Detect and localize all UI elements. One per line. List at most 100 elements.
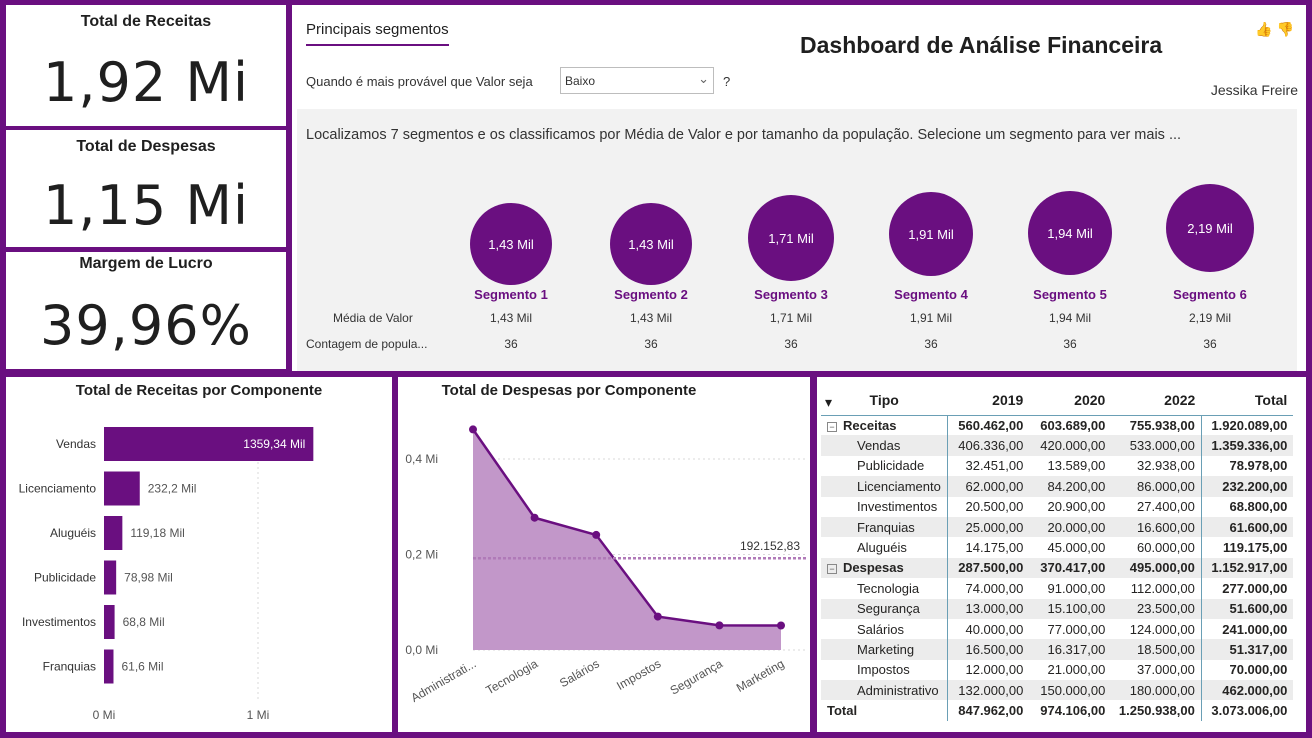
- segment-bubble[interactable]: 1,94 Mil: [1028, 191, 1112, 275]
- kpi-margin-value: 39,96%: [40, 294, 252, 357]
- matrix-cell: 62.000,00: [947, 476, 1030, 497]
- segment-name[interactable]: Segmento 4: [894, 287, 968, 302]
- table-row[interactable]: Salários 40.000,00 77.000,00 124.000,00 241.…: [821, 618, 1293, 640]
- matrix-cell: 77.000,00: [1047, 621, 1106, 637]
- matrix-cell: 40.000,00: [965, 621, 1024, 637]
- row-label: Despesas: [843, 560, 904, 576]
- question-mark: ?: [723, 74, 731, 89]
- row-label-cell: Segurança: [821, 598, 948, 619]
- tab-principais-segmentos[interactable]: Principais segmentos: [306, 21, 449, 46]
- expense-point[interactable]: [715, 621, 724, 630]
- segment-name[interactable]: Segmento 6: [1173, 287, 1247, 302]
- table-row[interactable]: Marketing 16.500,00 16.317,00 18.500,00 51.3…: [821, 639, 1294, 660]
- row-label: Receitas: [843, 417, 897, 433]
- segment-name[interactable]: Segmento 2: [614, 287, 688, 302]
- expense-point[interactable]: [653, 612, 662, 621]
- segment-bubble[interactable]: 1,43 Mil: [610, 203, 692, 285]
- thumbs-down-icon[interactable]: 👎: [1276, 21, 1298, 37]
- bar-category-label: Licenciamento: [19, 482, 97, 496]
- expense-point[interactable]: [777, 621, 785, 630]
- segment-bubble[interactable]: 1,43 Mil: [470, 203, 552, 285]
- segment-count-value: 36: [784, 337, 798, 351]
- revenue-bar[interactable]: [104, 427, 314, 461]
- segment-name[interactable]: Segmento 5: [1033, 287, 1107, 302]
- matrix-column-header[interactable]: 2019: [992, 391, 1024, 408]
- table-row[interactable]: Segurança 13.000,00 15.100,00 23.500,00 51.6…: [821, 598, 1294, 619]
- table-row[interactable]: Administrativo 132.000,00 150.000,00 180.00…: [821, 680, 1294, 701]
- segment-bubble[interactable]: 2,19 Mil: [1166, 184, 1254, 272]
- bar-value-label: 119,18 Mil: [130, 526, 184, 540]
- collapse-icon[interactable]: −: [827, 564, 837, 575]
- matrix-cell: 974.106,00: [1040, 703, 1106, 719]
- revenue-bar[interactable]: [104, 471, 140, 506]
- expense-chart-card: Total de Despesas por Componente 0,0 Mi 0…: [398, 377, 810, 732]
- matrix-column-header[interactable]: Total: [1254, 391, 1288, 408]
- matrix-column-header[interactable]: 2020: [1074, 391, 1106, 408]
- table-row[interactable]: Investimentos 20.500,00 20.900,00 27.400,00…: [821, 496, 1293, 517]
- matrix-cell: 45.000,00: [1047, 540, 1106, 556]
- dropdown-selected-value: Baixo: [565, 74, 596, 88]
- row-label-cell: Tecnologia: [821, 578, 948, 599]
- table-row[interactable]: Total 847.962,00 974.106,00 1.250.938,00 3.0…: [821, 700, 1293, 721]
- row-label-cell: Marketing: [821, 639, 948, 660]
- table-row[interactable]: Impostos 12.000,00 21.000,00 37.000,00 70.00…: [821, 659, 1293, 681]
- table-row[interactable]: Licenciamento 62.000,00 84.200,00 86.000,00…: [821, 476, 1294, 497]
- matrix-cell: 84.200,00: [1029, 476, 1112, 497]
- collapse-icon[interactable]: −: [827, 421, 837, 432]
- table-row[interactable]: − Despesas 287.500,00 370.417,00 495.000,00 1…: [821, 557, 1294, 579]
- kpi-revenue-value: 1,92 Mi: [43, 51, 249, 114]
- matrix-cell: 132.000,00: [947, 680, 1030, 701]
- expense-area: [473, 429, 781, 650]
- thumbs-up-icon[interactable]: 👍: [1255, 21, 1277, 37]
- table-row[interactable]: Franquias 25.000,00 20.000,00 16.600,00 61.6…: [821, 516, 1294, 538]
- segment-bubble[interactable]: 1,91 Mil: [889, 192, 973, 276]
- matrix-cell: 232.200,00: [1201, 476, 1294, 497]
- table-row[interactable]: Tecnologia 74.000,00 91.000,00 112.000,00 27…: [821, 578, 1293, 599]
- matrix-cell: 180.000,00: [1111, 680, 1202, 701]
- expense-chart-title: Total de Despesas por Componente: [441, 382, 697, 399]
- matrix-cell: 51.317,00: [1201, 639, 1294, 660]
- matrix-cell: 37.000,00: [1111, 659, 1202, 681]
- author-name: Jessika Freire: [1210, 82, 1298, 98]
- table-row[interactable]: Vendas 406.336,00 420.000,00 533.000,00 1.35…: [821, 435, 1294, 456]
- table-row[interactable]: Publicidade 32.451,00 13.589,00 32.938,00 78…: [821, 455, 1293, 477]
- matrix-table: Tipo 2019 2020 2022 Total − Receitas 560.462,00…: [821, 385, 1294, 721]
- x-category-label: Salários: [557, 656, 602, 690]
- segment-name[interactable]: Segmento 3: [754, 287, 828, 302]
- value-dropdown[interactable]: Baixo ⌄: [560, 67, 714, 94]
- matrix-cell: 462.000,00: [1201, 680, 1294, 701]
- expense-area-chart: 0,0 Mi 0,2 Mi 0,4 Mi 192.152,83 Administrati…: [405, 425, 806, 705]
- matrix-cell: 13.589,00: [1047, 458, 1106, 474]
- expense-point[interactable]: [469, 425, 477, 434]
- kpi-expenses-card[interactable]: Total de Despesas 1,15 Mi: [6, 130, 286, 247]
- matrix-cell: 91.000,00: [1047, 580, 1106, 596]
- table-row[interactable]: − Receitas 560.462,00 603.689,00 755.938,00 1…: [821, 414, 1294, 436]
- matrix-cell: 124.000,00: [1111, 618, 1202, 640]
- segment-count-value: 36: [644, 337, 658, 351]
- revenue-bar[interactable]: [104, 516, 123, 550]
- matrix-cell: 3.073.006,00: [1211, 703, 1288, 719]
- revenue-bar[interactable]: [104, 605, 115, 639]
- segment-name[interactable]: Segmento 1: [474, 287, 548, 302]
- row-label-cell: Licenciamento: [821, 476, 948, 497]
- revenue-bar[interactable]: [104, 560, 117, 595]
- matrix-cell: 16.600,00: [1111, 516, 1202, 538]
- bar-category-label: Investimentos: [22, 615, 96, 629]
- sort-caret-icon[interactable]: ▾: [825, 394, 833, 410]
- expense-point[interactable]: [530, 513, 539, 522]
- matrix-cell: 15.100,00: [1029, 598, 1112, 619]
- revenue-bar[interactable]: [104, 649, 114, 684]
- matrix-column-header[interactable]: Tipo: [869, 391, 899, 408]
- matrix-cell: 370.417,00: [1029, 557, 1112, 579]
- matrix-cell: 25.000,00: [947, 516, 1030, 538]
- segment-bubble[interactable]: 1,71 Mil: [748, 195, 834, 281]
- row-label-cell: Total: [821, 700, 948, 721]
- matrix-column-header[interactable]: 2022: [1164, 391, 1196, 408]
- kpi-margin-card[interactable]: Margem de Lucro 39,96%: [6, 252, 286, 369]
- table-row[interactable]: Aluguéis 14.175,00 45.000,00 60.000,00 119.1…: [821, 537, 1293, 558]
- expense-point[interactable]: [592, 530, 601, 539]
- kpi-margin-title: Margem de Lucro: [79, 255, 213, 272]
- bar-value-label: 232,2 Mil: [148, 482, 197, 496]
- row-label-cell: Salários: [821, 618, 948, 640]
- kpi-revenue-card[interactable]: Total de Receitas 1,92 Mi: [6, 5, 286, 126]
